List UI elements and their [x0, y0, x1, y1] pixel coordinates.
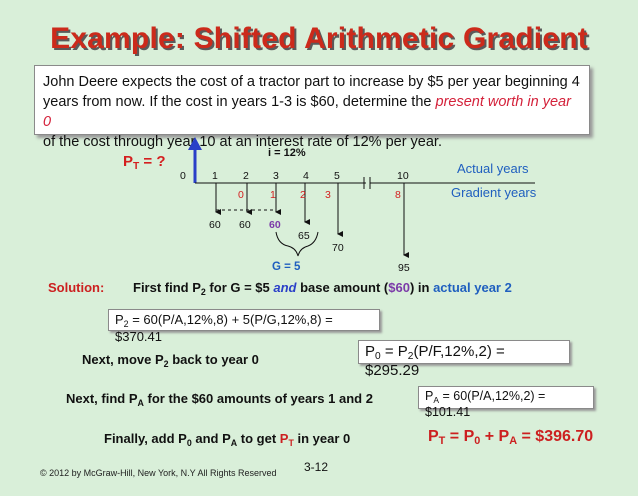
actual-year-label: 3 [273, 170, 279, 182]
gradient-year-label: 2 [300, 189, 306, 201]
gradient-label: G = 5 [272, 261, 301, 273]
pt-label: PT = ? [123, 153, 166, 172]
problem-line-3: of the cost through year 10 at an intere… [43, 134, 442, 150]
actual-year-label: 1 [212, 170, 218, 182]
actual-year-label: 0 [180, 170, 186, 182]
cash-flow-amount-highlight: 60 [269, 219, 281, 231]
gradient-year-label: 3 [325, 189, 331, 201]
solution-label: Solution: [48, 280, 105, 295]
pa-formula-box: PA = 60(P/A,12%,2) = $101.41 [418, 386, 594, 419]
cash-flow-amount: 60 [239, 219, 251, 231]
final-result: PT = P0 + PA = $396.70 [428, 428, 594, 447]
present-worth-highlight: present worth in year 0 [43, 94, 571, 130]
solution-step-3: Next, find PA for the $60 amounts of yea… [66, 391, 373, 408]
actual-years-label: Actual years [457, 161, 529, 176]
solution-step-2: Next, move P2 back to year 0 [82, 352, 259, 369]
solution-step-1: First find P2 for G = $5 and base amount… [133, 280, 512, 297]
gradient-brace [275, 231, 319, 257]
slide-title: Example: Shifted Arithmetic Gradient [50, 22, 588, 55]
copyright-footer: © 2012 by McGraw-Hill, New York, N.Y All… [40, 468, 277, 478]
interest-rate-label: i = 12% [268, 147, 306, 159]
cash-flow-amount: 70 [332, 242, 344, 254]
problem-line-1: John Deere expects the cost of a tractor… [43, 74, 580, 90]
actual-year-label: 5 [334, 170, 340, 182]
gradient-year-label: 1 [270, 189, 276, 201]
gradient-year-label: 8 [395, 189, 401, 201]
actual-year-label: 4 [303, 170, 309, 182]
cash-flow-amount: 60 [209, 219, 221, 231]
page-number: 3-12 [304, 460, 329, 474]
gradient-year-label: 0 [238, 189, 244, 201]
actual-year-label: 10 [397, 170, 409, 182]
pt-arrowhead [188, 137, 202, 150]
solution-step-4: Finally, add P0 and PA to get PT in year… [104, 431, 351, 448]
actual-year-label: 2 [243, 170, 249, 182]
gradient-years-label: Gradient years [451, 185, 537, 200]
cash-flow-amount: 65 [298, 230, 310, 242]
cash-flow-amount: 95 [398, 262, 410, 274]
problem-line-2: years from now. If the cost in years 1-3… [43, 94, 571, 130]
p0-formula-box: P0 = P2(P/F,12%,2) = $295.29 [358, 340, 570, 379]
problem-statement: John Deere expects the cost of a tractor… [34, 65, 590, 150]
p2-formula-box: P2 = 60(P/A,12%,8) + 5(P/G,12%,8) = $370… [108, 309, 380, 344]
